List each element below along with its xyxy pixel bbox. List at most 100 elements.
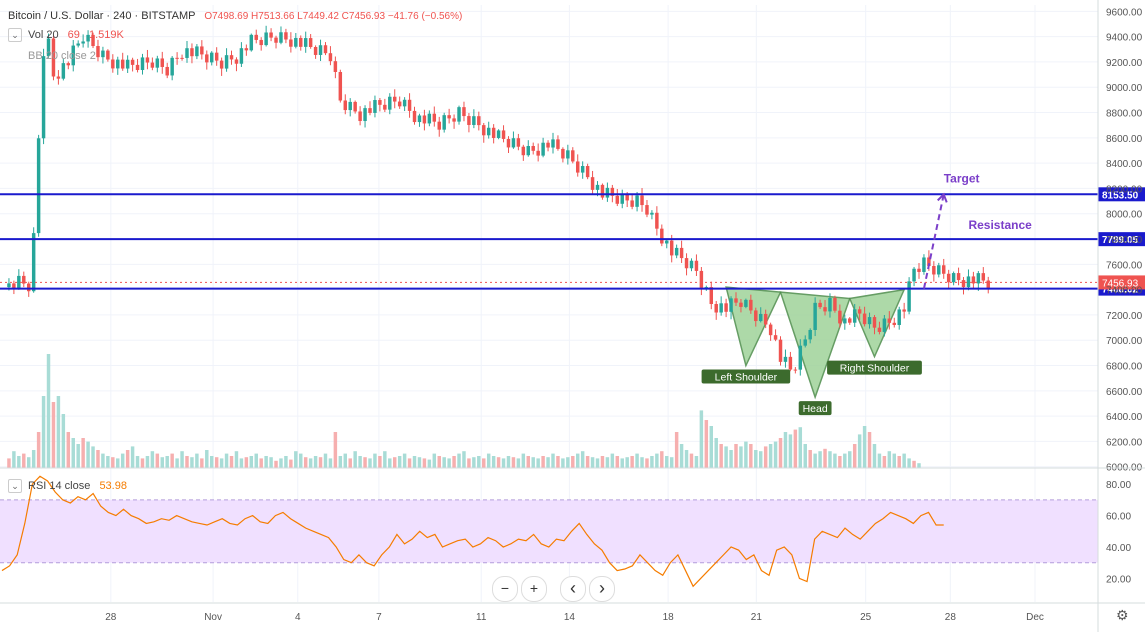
annotation-text: Resistance (968, 218, 1032, 232)
volume-bar (843, 453, 847, 468)
candle-body (165, 66, 169, 76)
volume-bar (140, 458, 145, 468)
price-tick-label: 6800.00 (1106, 362, 1143, 373)
candle-body (828, 297, 832, 312)
volume-legend: ⌄ Vol 20 69 1.519K (8, 28, 124, 42)
volume-bar (274, 460, 278, 468)
candle-body (373, 100, 377, 113)
candle-body (615, 195, 620, 204)
arrow-head-icon (937, 192, 948, 203)
collapse-icon[interactable]: ⌄ (8, 28, 22, 42)
level-label: 8153.50 (1102, 190, 1139, 201)
annotation-text: Target (944, 171, 980, 185)
scroll-right-button[interactable]: › (589, 576, 615, 602)
candle-body (170, 57, 174, 76)
candle-body (630, 200, 634, 207)
pattern-label-box (798, 401, 832, 416)
candle-body (892, 322, 897, 325)
zoom-in-button[interactable]: + (521, 576, 547, 602)
volume-bar (709, 426, 714, 468)
candle-body (516, 138, 521, 147)
rsi-value: 53.98 (99, 479, 127, 492)
rsi-tick-label: 20.00 (1106, 574, 1131, 585)
rsi-label: RSI 14 close (28, 479, 91, 492)
time-tick-label: 14 (564, 612, 576, 623)
volume-bar (561, 458, 565, 468)
candle-body (536, 150, 540, 156)
candle-body (882, 318, 887, 332)
candle-body (383, 104, 387, 110)
collapse-icon[interactable]: ⌄ (8, 479, 22, 493)
volume-bar (264, 456, 268, 468)
candle-body (808, 329, 812, 340)
candle-body (269, 32, 273, 38)
chart-annotations: Left Shoulder Head Right Shoulder Target Res… (701, 171, 1032, 416)
volume-bar (91, 446, 95, 468)
volume-bar (892, 453, 897, 468)
candle-body (768, 324, 773, 336)
volume-bar (566, 457, 570, 468)
price-tick-label: 8000.00 (1106, 210, 1143, 221)
candle-body (684, 258, 689, 269)
volume-bar (12, 451, 16, 468)
pattern-label: Head (803, 403, 828, 415)
candle-body (26, 283, 31, 292)
candle-body (585, 166, 590, 178)
candle-body (902, 309, 906, 312)
scroll-left-button[interactable]: ‹ (560, 576, 586, 602)
volume-bar (51, 402, 56, 468)
volume-bar (343, 453, 348, 468)
pattern-label: Left Shoulder (715, 372, 778, 384)
candle-body (937, 265, 941, 275)
candle-body (145, 57, 150, 63)
candle-body (605, 187, 610, 198)
projection-arrow (922, 194, 945, 289)
candle-body (417, 115, 422, 123)
volume-bar (749, 444, 753, 468)
level-tag (1098, 187, 1145, 202)
bb-label: BB 20 close 2 (28, 50, 96, 62)
volume-bar (699, 410, 704, 468)
candle-body (452, 118, 456, 122)
candle-body (729, 298, 733, 312)
candle-body (392, 96, 397, 102)
volume-bar (363, 457, 367, 468)
candle-body (412, 110, 417, 123)
candle-body (36, 138, 41, 234)
candle-body (234, 59, 239, 64)
volume-bar (145, 456, 150, 468)
volume-bar (595, 458, 600, 468)
volume-bar (887, 451, 892, 468)
volume-bar (46, 354, 51, 468)
volume-bar (214, 457, 219, 468)
settings-icon[interactable]: ⚙ (1116, 607, 1129, 623)
volume-bar (610, 453, 615, 468)
zoom-out-button[interactable]: − (492, 576, 518, 602)
rsi-tick-label: 40.00 (1106, 543, 1131, 554)
candle-body (155, 58, 160, 68)
volume-bar (155, 453, 160, 468)
volume-bar (200, 458, 204, 468)
volume-bar (358, 456, 362, 468)
candle-body (353, 101, 357, 112)
candle-body (872, 317, 877, 328)
level-tag (1098, 232, 1145, 247)
candle-body (195, 46, 199, 57)
volume-bar (798, 427, 803, 468)
candle-body (575, 161, 580, 173)
candle-body (299, 37, 303, 47)
volume-bar (580, 451, 585, 468)
candle-body (546, 142, 550, 148)
volume-bar (734, 444, 738, 468)
candle-body (472, 116, 476, 125)
candle-body (427, 113, 432, 124)
volume-bar (348, 458, 352, 468)
candle-body (971, 276, 976, 284)
volume-bar (41, 396, 46, 468)
candle-body (244, 48, 249, 51)
symbol-title: Bitcoin / U.S. Dollar · 240 · BITSTAMP (8, 10, 196, 22)
candle-body (986, 280, 990, 288)
candle-body (467, 116, 471, 125)
